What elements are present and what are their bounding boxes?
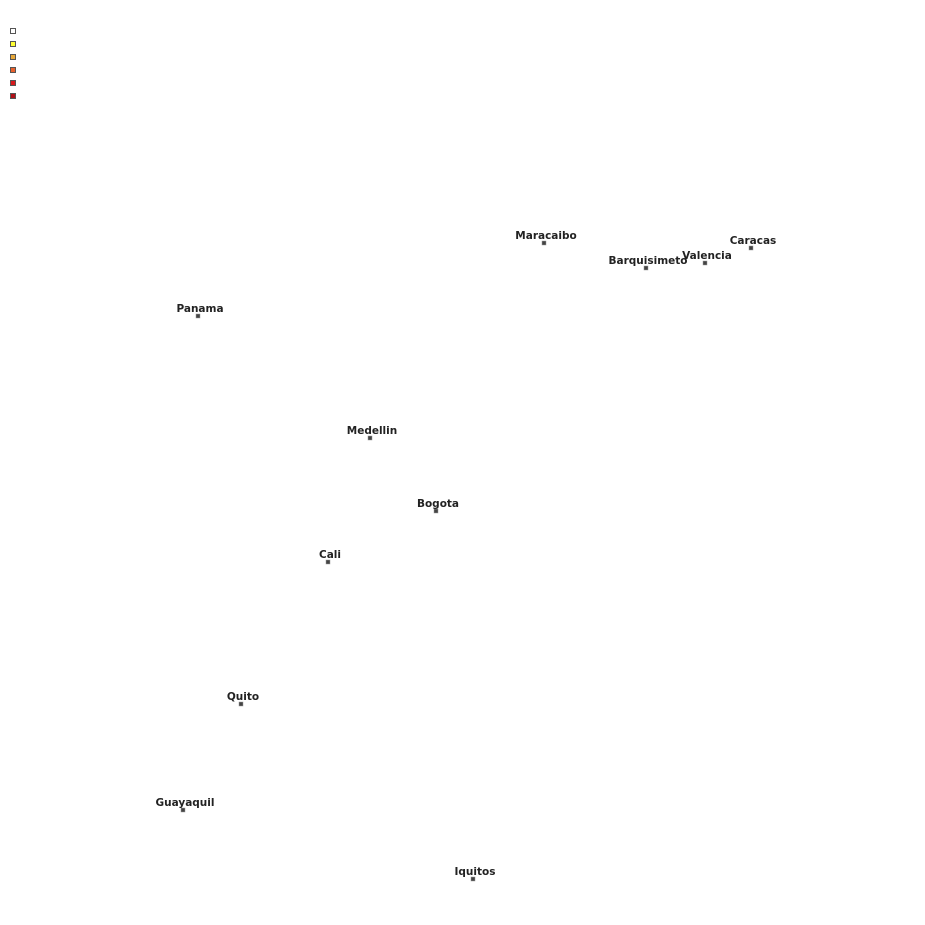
city-marker	[238, 701, 244, 707]
city-label: Caracas	[730, 235, 777, 247]
legend-swatch	[10, 93, 16, 99]
city-label: Cali	[319, 549, 341, 561]
city-label: Bogota	[417, 498, 459, 510]
legend-swatch	[10, 67, 16, 73]
city-marker	[541, 240, 547, 246]
legend-swatch	[10, 28, 16, 34]
city-marker	[433, 508, 439, 514]
city-marker	[325, 559, 331, 565]
legend-swatch	[10, 54, 16, 60]
city-marker	[180, 807, 186, 813]
city-label: Maracaibo	[515, 230, 576, 242]
legend-swatch	[10, 80, 16, 86]
city-marker	[195, 313, 201, 319]
city-label: Barquisimeto	[608, 255, 687, 267]
city-marker	[643, 265, 649, 271]
city-marker	[470, 876, 476, 882]
city-marker	[367, 435, 373, 441]
city-marker	[748, 245, 754, 251]
city-label: Panama	[176, 303, 223, 315]
city-label: Medellin	[347, 425, 397, 437]
city-label: Quito	[227, 691, 259, 703]
city-label: Guayaquil	[156, 797, 215, 809]
city-marker	[702, 260, 708, 266]
legend-swatch	[10, 41, 16, 47]
city-label: Iquitos	[455, 866, 496, 878]
city-label: Valencia	[682, 250, 732, 262]
